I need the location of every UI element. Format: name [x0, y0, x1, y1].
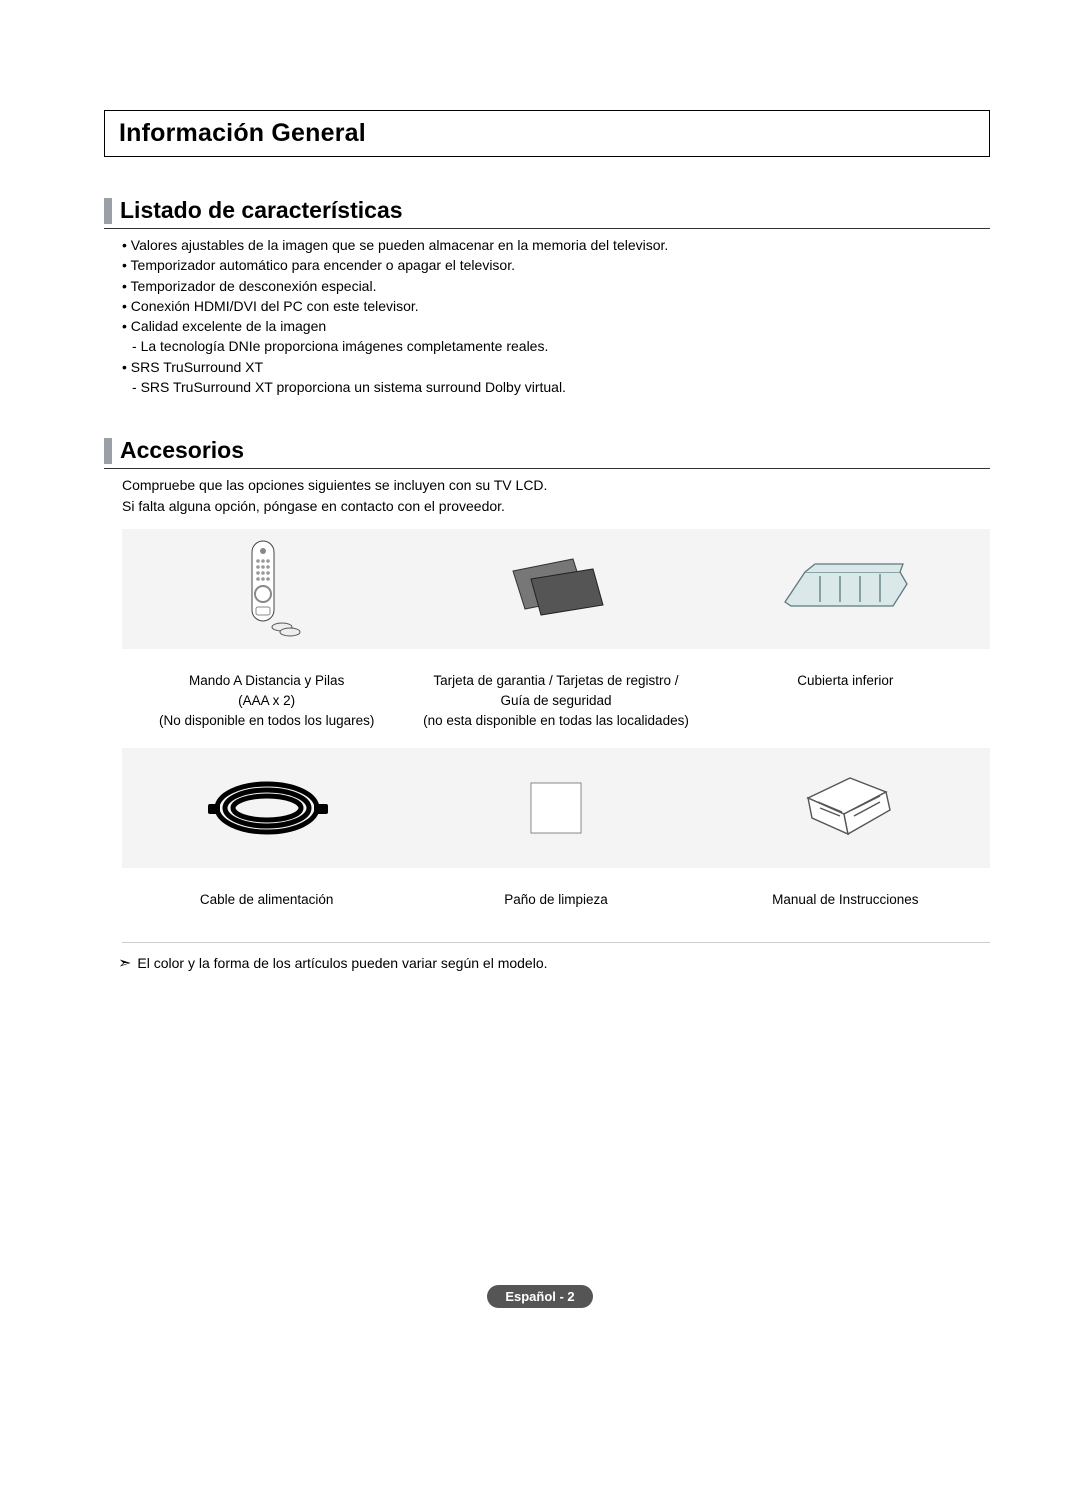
accessories-grid: Mando A Distancia y Pilas(AAA x 2)(No di… [122, 529, 990, 927]
accessory-caption: Paño de limpieza [411, 890, 700, 910]
section-title-accessories: Accesorios [120, 437, 244, 464]
accessory-row [122, 529, 990, 649]
feature-item: Valores ajustables de la imagen que se p… [122, 235, 990, 255]
power-cable-icon [202, 768, 332, 848]
accessory-image [122, 768, 411, 848]
accessory-caption: Cubierta inferior [701, 671, 990, 730]
model-note: ➣ El color y la forma de los artículos p… [118, 953, 990, 973]
accessory-caption: Mando A Distancia y Pilas(AAA x 2)(No di… [122, 671, 411, 730]
feature-item: Conexión HDMI/DVI del PC con este televi… [122, 296, 990, 316]
section-accessories: Accesorios Compruebe que las opciones si… [104, 437, 990, 972]
accessory-caption: Cable de alimentación [122, 890, 411, 910]
cover-icon [775, 554, 915, 624]
feature-subitem: La tecnología DNIe proporciona imágenes … [122, 336, 990, 356]
accessory-labels-row: Cable de alimentaciónPaño de limpiezaMan… [122, 876, 990, 928]
accessory-image [411, 773, 700, 843]
accessory-row [122, 748, 990, 868]
section-accent-bar [104, 438, 112, 464]
section-accent-bar [104, 198, 112, 224]
page-title-box: Información General [104, 110, 990, 157]
features-list: Valores ajustables de la imagen que se p… [122, 235, 990, 397]
accessory-image [701, 554, 990, 624]
manual-icon [790, 768, 900, 848]
intro-line-1: Compruebe que las opciones siguientes se… [122, 477, 547, 493]
model-note-text: El color y la forma de los artículos pue… [137, 955, 547, 971]
section-features: Listado de características Valores ajust… [104, 197, 990, 397]
page-footer: Español - 2 [0, 1285, 1080, 1308]
section-head-accessories: Accesorios [104, 437, 990, 469]
accessory-labels-row: Mando A Distancia y Pilas(AAA x 2)(No di… [122, 657, 990, 748]
intro-line-2: Si falta alguna opción, póngase en conta… [122, 498, 505, 514]
accessory-images-row [122, 748, 990, 868]
cards-icon [501, 549, 611, 629]
feature-item: SRS TruSurround XT [122, 357, 990, 377]
feature-subitem: SRS TruSurround XT proporciona un sistem… [122, 377, 990, 397]
cleaning-cloth-icon [521, 773, 591, 843]
accessories-intro: Compruebe que las opciones siguientes se… [122, 475, 990, 517]
divider [122, 942, 990, 943]
accessory-images-row [122, 529, 990, 649]
section-title-features: Listado de características [120, 197, 403, 224]
section-head-features: Listado de características [104, 197, 990, 229]
accessory-caption: Tarjeta de garantia / Tarjetas de regist… [411, 671, 700, 730]
feature-item: Calidad excelente de la imagen [122, 316, 990, 336]
accessory-image [701, 768, 990, 848]
page-number-badge: Español - 2 [487, 1285, 592, 1308]
feature-item: Temporizador automático para encender o … [122, 255, 990, 275]
remote-icon [232, 539, 302, 639]
feature-item: Temporizador de desconexión especial. [122, 276, 990, 296]
page-title: Información General [119, 119, 975, 148]
accessory-image [122, 539, 411, 639]
accessory-caption: Manual de Instrucciones [701, 890, 990, 910]
accessory-image [411, 549, 700, 629]
pointer-icon: ➣ [118, 953, 131, 973]
